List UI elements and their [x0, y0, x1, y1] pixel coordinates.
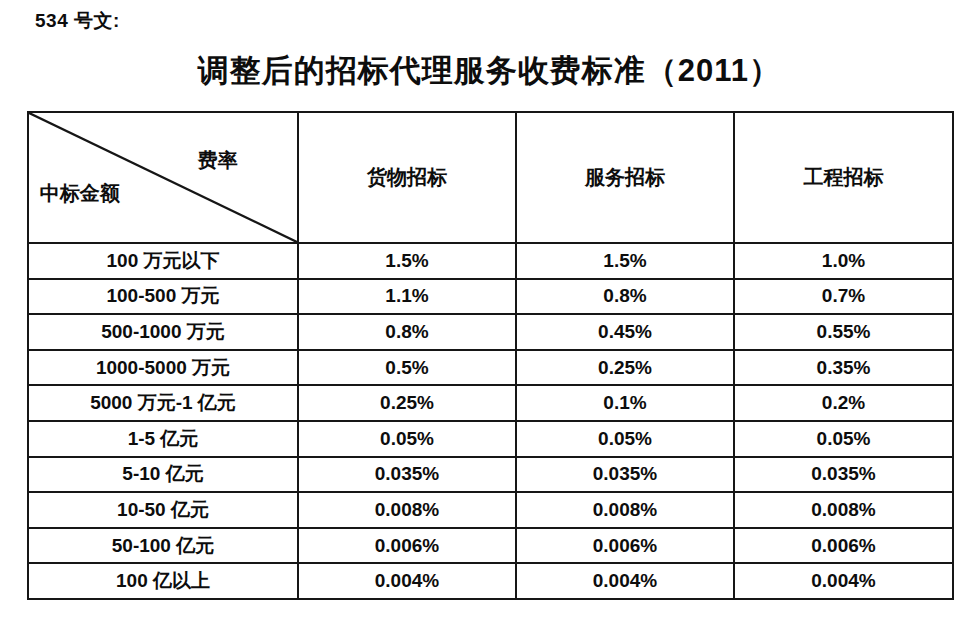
cell-value: 0.05% [516, 421, 734, 457]
row-label: 100-500 万元 [28, 279, 298, 315]
cell-value: 0.035% [516, 457, 734, 493]
cell-value: 0.004% [734, 563, 953, 599]
row-label: 500-1000 万元 [28, 314, 298, 350]
cell-value: 0.008% [734, 492, 953, 528]
table-row: 500-1000 万元0.8%0.45%0.55% [28, 314, 953, 350]
cell-value: 0.55% [734, 314, 953, 350]
cell-value: 0.25% [516, 350, 734, 386]
table-row: 1-5 亿元0.05%0.05%0.05% [28, 421, 953, 457]
cell-value: 0.7% [734, 279, 953, 315]
cell-value: 0.004% [298, 563, 516, 599]
cell-value: 0.45% [516, 314, 734, 350]
corner-label-amount: 中标金额 [40, 180, 120, 207]
document-page: 534 号文: 调整后的招标代理服务收费标准（2011） 费率 中标金额 货物招… [0, 0, 979, 629]
cell-value: 1.1% [298, 279, 516, 315]
cell-value: 0.006% [298, 528, 516, 564]
column-header-engineering-bidding: 工程招标 [734, 112, 953, 243]
cell-value: 1.5% [516, 243, 734, 279]
cell-value: 0.006% [516, 528, 734, 564]
fee-table: 费率 中标金额 货物招标 服务招标 工程招标 100 万元以下1.5%1.5%1… [27, 111, 954, 600]
cell-value: 0.035% [734, 457, 953, 493]
row-label: 10-50 亿元 [28, 492, 298, 528]
cell-value: 0.8% [298, 314, 516, 350]
row-label: 100 万元以下 [28, 243, 298, 279]
cell-value: 0.1% [516, 385, 734, 421]
table-row: 10-50 亿元0.008%0.008%0.008% [28, 492, 953, 528]
cell-value: 0.008% [516, 492, 734, 528]
table-row: 50-100 亿元0.006%0.006%0.006% [28, 528, 953, 564]
row-label: 50-100 亿元 [28, 528, 298, 564]
row-label: 1-5 亿元 [28, 421, 298, 457]
table-row: 5000 万元-1 亿元0.25%0.1%0.2% [28, 385, 953, 421]
row-label: 5-10 亿元 [28, 457, 298, 493]
cell-value: 0.05% [734, 421, 953, 457]
row-label: 100 亿以上 [28, 563, 298, 599]
cell-value: 0.004% [516, 563, 734, 599]
cell-value: 0.8% [516, 279, 734, 315]
corner-label-rate: 费率 [198, 147, 238, 174]
cell-value: 0.05% [298, 421, 516, 457]
doc-ref: 534 号文: [35, 8, 120, 34]
cell-value: 0.5% [298, 350, 516, 386]
column-header-goods-bidding: 货物招标 [298, 112, 516, 243]
table-row: 100-500 万元1.1%0.8%0.7% [28, 279, 953, 315]
cell-value: 0.035% [298, 457, 516, 493]
table-row: 5-10 亿元0.035%0.035%0.035% [28, 457, 953, 493]
fee-table-body: 100 万元以下1.5%1.5%1.0%100-500 万元1.1%0.8%0.… [28, 243, 953, 599]
corner-cell: 费率 中标金额 [28, 112, 298, 243]
page-title: 调整后的招标代理服务收费标准（2011） [0, 50, 979, 92]
table-row: 1000-5000 万元0.5%0.25%0.35% [28, 350, 953, 386]
column-header-service-bidding: 服务招标 [516, 112, 734, 243]
cell-value: 1.0% [734, 243, 953, 279]
table-row: 100 万元以下1.5%1.5%1.0% [28, 243, 953, 279]
cell-value: 0.2% [734, 385, 953, 421]
table-row: 100 亿以上0.004%0.004%0.004% [28, 563, 953, 599]
diagonal-line-icon [29, 113, 297, 242]
cell-value: 0.008% [298, 492, 516, 528]
header-row: 费率 中标金额 货物招标 服务招标 工程招标 [28, 112, 953, 243]
cell-value: 1.5% [298, 243, 516, 279]
cell-value: 0.35% [734, 350, 953, 386]
row-label: 5000 万元-1 亿元 [28, 385, 298, 421]
cell-value: 0.25% [298, 385, 516, 421]
row-label: 1000-5000 万元 [28, 350, 298, 386]
cell-value: 0.006% [734, 528, 953, 564]
